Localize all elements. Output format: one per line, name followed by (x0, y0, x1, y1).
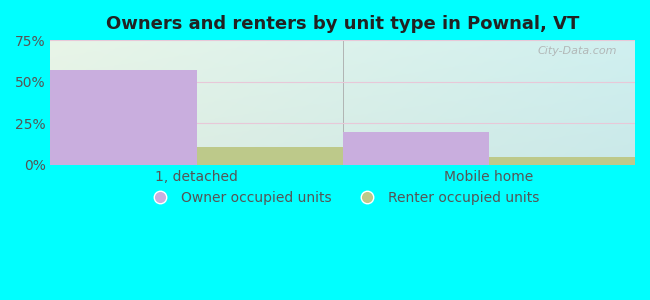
Title: Owners and renters by unit type in Pownal, VT: Owners and renters by unit type in Powna… (106, 15, 579, 33)
Bar (51, 70, 196, 165)
Bar (489, 157, 635, 165)
Bar (343, 132, 489, 165)
Legend: Owner occupied units, Renter occupied units: Owner occupied units, Renter occupied un… (141, 185, 545, 210)
Text: City-Data.com: City-Data.com (538, 46, 617, 56)
Bar (196, 147, 343, 165)
